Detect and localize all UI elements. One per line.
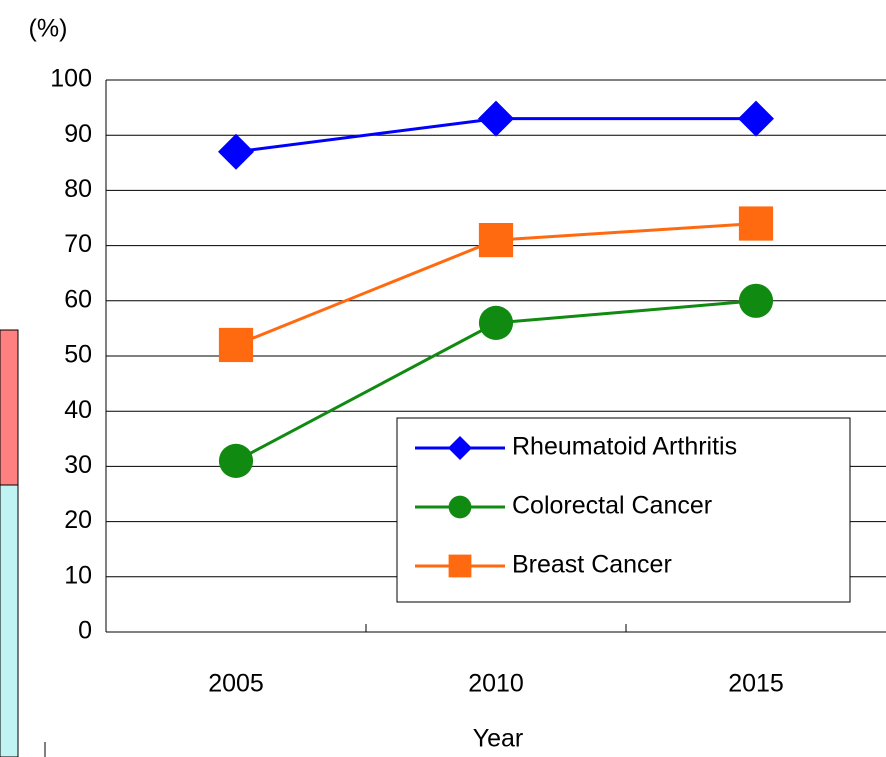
y-tick-label: 60 (64, 285, 92, 313)
marker (478, 305, 514, 340)
marker (218, 327, 254, 363)
legend-label: Colorectal Cancer (512, 492, 712, 520)
marker (738, 100, 774, 137)
side-panel-red (0, 329, 19, 486)
legend-label: Rheumatoid Arthritis (512, 433, 737, 461)
legend-label: Breast Cancer (512, 551, 672, 579)
y-tick-label: 90 (64, 120, 92, 148)
marker (738, 283, 774, 318)
y-tick-label: 0 (78, 617, 92, 645)
side-panel-cyan (0, 484, 19, 757)
y-axis-label: (%) (29, 15, 68, 43)
x-tick-label: 2010 (468, 670, 524, 698)
marker (448, 554, 472, 578)
y-tick-label: 30 (64, 451, 92, 479)
y-tick-label: 70 (64, 230, 92, 258)
y-tick-label: 40 (64, 396, 92, 424)
marker (218, 133, 254, 170)
marker (738, 206, 774, 241)
marker (478, 222, 514, 258)
y-tick-label: 50 (64, 341, 92, 369)
y-tick-label: 100 (50, 65, 92, 93)
x-axis-label: Year (473, 725, 524, 753)
marker (218, 443, 254, 478)
marker (478, 100, 514, 137)
marker (448, 436, 472, 460)
y-tick-label: 20 (64, 506, 92, 534)
y-tick-label: 80 (64, 175, 92, 203)
y-tick-label: 10 (64, 561, 92, 589)
marker (448, 495, 472, 519)
x-tick-label: 2015 (728, 670, 784, 698)
x-tick-label: 2005 (208, 670, 264, 698)
